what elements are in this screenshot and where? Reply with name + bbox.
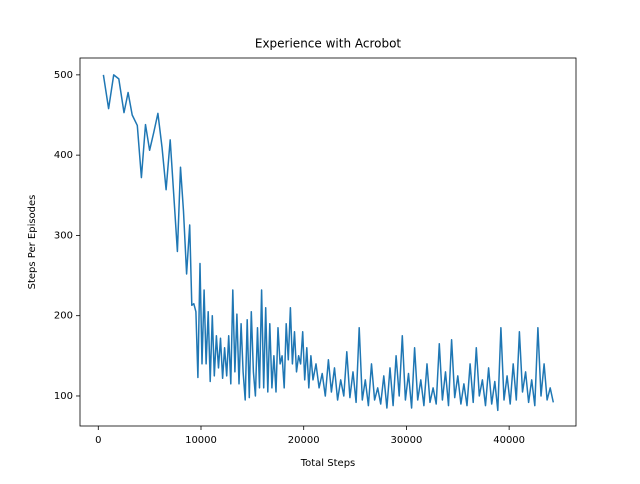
- x-tick-label: 10000: [185, 435, 217, 446]
- y-axis-label: Steps Per Episodes: [27, 195, 38, 290]
- x-tick-label: 30000: [391, 435, 423, 446]
- y-tick-label: 200: [54, 311, 73, 322]
- plot-frame: [79, 57, 577, 427]
- x-tick-label: 20000: [288, 435, 320, 446]
- x-tick-label: 40000: [493, 435, 525, 446]
- line: [102, 74, 555, 412]
- y-tick-label: 500: [54, 70, 73, 81]
- y-tick-label: 100: [54, 391, 73, 402]
- x-tick-label: 0: [95, 435, 101, 446]
- y-tick-label: 300: [54, 230, 73, 241]
- y-tick-label: 400: [54, 150, 73, 161]
- chart-title: Experience with Acrobot: [255, 37, 402, 51]
- x-axis-label: Total Steps: [300, 458, 356, 469]
